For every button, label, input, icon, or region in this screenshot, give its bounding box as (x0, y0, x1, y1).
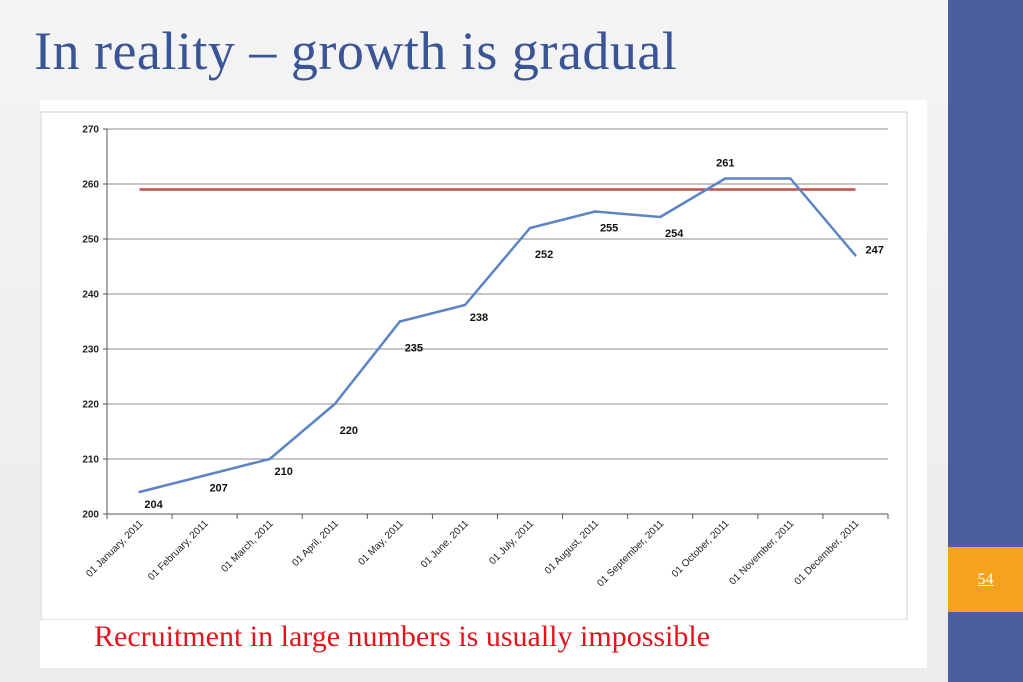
x-tick-label: 01 May, 2011 (356, 518, 406, 568)
data-label: 220 (340, 425, 358, 437)
data-point (138, 490, 141, 494)
data-point (463, 303, 467, 307)
data-point (333, 402, 336, 406)
x-tick-label: 01 March, 2011 (219, 518, 276, 575)
series-line (139, 177, 857, 494)
x-tick-label: 01 September, 2011 (595, 518, 666, 589)
slide-title: In reality – growth is gradual (34, 21, 678, 81)
data-label: 207 (209, 483, 227, 495)
x-tick-label: 01 January, 2011 (84, 518, 146, 580)
y-tick-label: 270 (82, 125, 99, 136)
data-label: 247 (865, 245, 883, 257)
data-label: 238 (470, 312, 488, 324)
data-point (724, 177, 727, 180)
x-tick-label: 01 June, 2011 (419, 518, 471, 570)
x-tick-label: 01 April, 2011 (290, 518, 341, 569)
y-tick-label: 200 (82, 510, 99, 521)
data-point (789, 177, 792, 180)
data-label: 254 (665, 228, 684, 240)
data-point (593, 210, 597, 213)
x-tick-label: 01 July, 2011 (487, 518, 536, 567)
x-tick-label: 01 February, 2011 (146, 518, 211, 583)
data-label: 210 (275, 466, 293, 478)
y-tick-label: 210 (82, 455, 99, 466)
data-label: 204 (144, 499, 163, 511)
x-tick-label: 01 November, 2011 (728, 518, 797, 587)
y-tick-label: 240 (82, 290, 99, 301)
y-tick-label: 230 (82, 345, 99, 356)
data-point (854, 254, 857, 257)
x-tick-label: 01 October, 2011 (670, 518, 732, 580)
x-tick-label: 01 December, 2011 (793, 518, 862, 587)
y-tick-label: 250 (82, 235, 99, 246)
slide-caption: Recruitment in large numbers is usually … (94, 620, 711, 653)
data-point (203, 474, 206, 477)
data-label: 255 (600, 223, 618, 235)
chart-border (40, 111, 908, 620)
y-tick-label: 220 (82, 400, 99, 411)
y-tick-label: 260 (82, 180, 99, 191)
page-number-box: 54 (948, 547, 1023, 612)
data-point (659, 215, 662, 219)
data-point (528, 226, 532, 230)
data-point (268, 457, 271, 461)
x-tick-label: 01 August, 2011 (543, 518, 602, 577)
data-label: 252 (535, 249, 553, 261)
line-chart: 200 210 220 230 240 250 260 270 01 January, 2011… (40, 111, 908, 620)
data-label: 235 (405, 343, 423, 355)
data-label: 261 (716, 158, 734, 170)
page-number[interactable]: 54 (977, 570, 994, 588)
data-point (398, 320, 402, 323)
chart-panel: 200 210 220 230 240 250 260 270 01 January, 2011… (40, 100, 927, 668)
